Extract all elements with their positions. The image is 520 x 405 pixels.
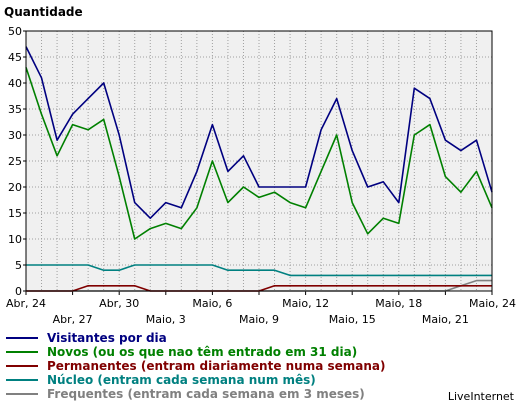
y-axis-ticks: 0 5 10 15 20 25 30 35 40 45 50 [8, 25, 26, 298]
x-tick-label: Maio, 9 [239, 313, 279, 326]
plot-frame [25, 30, 493, 292]
y-tick-label: 0 [15, 285, 22, 298]
y-tick-label: 50 [8, 25, 22, 38]
x-tick-label: Abr, 30 [99, 297, 139, 310]
legend-entry-3: Núcleo (entram cada semana num mês) [47, 373, 316, 387]
y-tick-label: 15 [8, 207, 22, 220]
y-tick-label: 30 [8, 129, 22, 142]
x-tick-label: Maio, 21 [422, 313, 469, 326]
x-tick-label: Abr, 27 [53, 313, 93, 326]
x-tick-label: Maio, 3 [146, 313, 186, 326]
series-line-3 [26, 264, 492, 277]
legend-entry-4: Frequentes (entram cada semana em 3 mese… [47, 387, 365, 401]
x-tick-label: Maio, 12 [282, 297, 329, 310]
x-tick-label: Maio, 18 [375, 297, 422, 310]
legend-entry-0: Visitantes por dia [47, 331, 167, 345]
x-axis-ticks: Abr, 24 Abr, 27 Abr, 30 Maio, 3 Maio, 6 Maio,… [6, 291, 516, 326]
y-tick-label: 10 [8, 233, 22, 246]
y-tick-label: 45 [8, 51, 22, 64]
series-line-0 [25, 46, 493, 219]
y-tick-label: 25 [8, 155, 22, 168]
series-line-1 [25, 67, 493, 240]
y-tick-label: 35 [8, 103, 22, 116]
legend-entry-1: Novos (ou os que nao têm entrado em 31 d… [47, 345, 357, 359]
x-tick-label: Abr, 24 [6, 297, 46, 310]
x-tick-label: Maio, 24 [469, 297, 516, 310]
x-tick-label: Maio, 6 [192, 297, 232, 310]
y-tick-label: 5 [15, 259, 22, 272]
brand-label: LiveInternet [448, 390, 515, 403]
y-tick-label: 40 [8, 77, 22, 90]
legend-entry-2: Permanentes (entram diariamente numa sem… [47, 359, 386, 373]
x-tick-label: Maio, 15 [329, 313, 376, 326]
y-tick-label: 20 [8, 181, 22, 194]
y-axis-label: Quantidade [4, 5, 83, 19]
